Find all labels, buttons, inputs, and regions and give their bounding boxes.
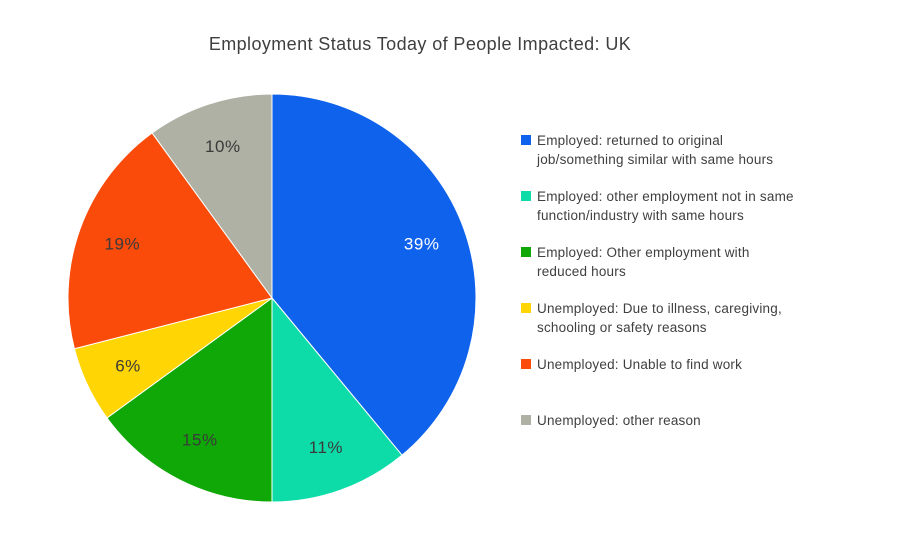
legend-swatch-gray (521, 415, 531, 425)
legend-swatch-green (521, 247, 531, 257)
legend-label: Unemployed: other reason (537, 413, 701, 428)
pie-slice-2 (271, 296, 403, 503)
legend-label: Unemployed: Unable to find work (537, 357, 743, 372)
chart-title: Employment Status Today of People Impact… (208, 34, 632, 54)
slice-label-4: 6% (115, 356, 141, 375)
pie-slice-3 (106, 297, 273, 503)
pie-chart: 39% 11% 15% 6% 19% 10% (67, 93, 477, 503)
legend-label: Unemployed: Due to illness, caregiving, … (537, 301, 782, 335)
slice-label-2: 11% (309, 438, 343, 457)
legend-item-employed-reduced-hours: Employed: Other employment with reduced … (521, 243, 893, 282)
slice-label-5: 19% (105, 235, 141, 254)
legend-item-unemployed-other: Unemployed: other reason (521, 411, 893, 450)
legend-swatch-yellow (521, 303, 531, 313)
legend-swatch-teal (521, 191, 531, 201)
pie-slice-1 (271, 93, 477, 456)
slice-label-6: 10% (205, 137, 241, 156)
slice-label-1: 39% (404, 235, 440, 254)
legend-swatch-blue (521, 135, 531, 145)
legend-item-unemployed-illness: Unemployed: Due to illness, caregiving, … (521, 299, 893, 338)
legend-label: Employed: other employment not in same f… (537, 189, 794, 223)
pie-slice-5 (67, 132, 273, 350)
legend-label: Employed: returned to original job/somet… (537, 133, 774, 167)
pie-slice-6 (151, 93, 273, 300)
slice-label-3: 15% (182, 430, 218, 449)
legend-label: Employed: Other employment with reduced … (537, 245, 750, 279)
legend-item-unemployed-no-work: Unemployed: Unable to find work (521, 355, 893, 394)
legend-item-employed-other-same-hours: Employed: other employment not in same f… (521, 187, 893, 226)
legend: Employed: returned to original job/somet… (521, 131, 893, 467)
legend-item-employed-original-job: Employed: returned to original job/somet… (521, 131, 893, 170)
legend-swatch-orange (521, 359, 531, 369)
